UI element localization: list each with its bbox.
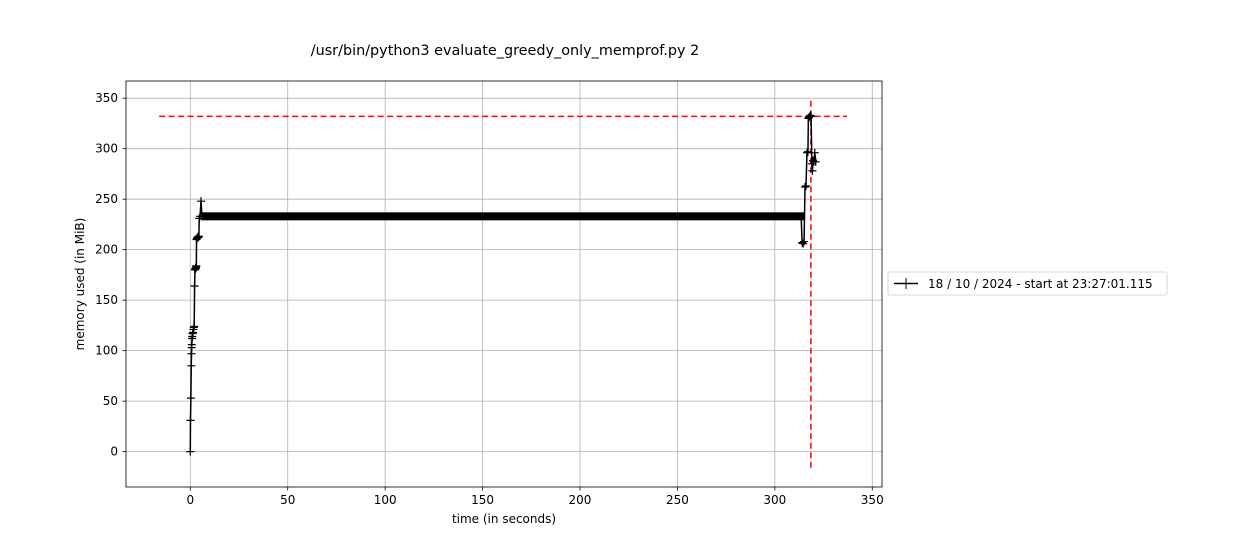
y-axis-label: memory used (in MiB): [73, 218, 87, 351]
memory-data-point: [190, 282, 199, 291]
x-tick-label: 0: [186, 493, 194, 507]
memory-data-point: [197, 197, 206, 206]
plot-frame: [125, 80, 883, 488]
memory-data-point: [800, 237, 809, 246]
memory-data-point: [186, 394, 195, 403]
chart-title: /usr/bin/python3 evaluate_greedy_only_me…: [311, 43, 700, 59]
memory-data-point: [801, 183, 810, 192]
memory-data-point: [803, 147, 812, 156]
y-tick-label: 300: [95, 142, 118, 156]
reference-lines: [159, 98, 847, 468]
x-tick-label: 150: [471, 493, 494, 507]
memory-data-point: [802, 182, 811, 191]
memory-data-point: [186, 416, 195, 425]
series-layer: [186, 111, 820, 456]
memory-data-point: [802, 148, 811, 157]
memory-data-point: [807, 112, 816, 121]
y-tick-label: 50: [103, 394, 118, 408]
memory-data-point: [797, 212, 806, 221]
x-axis-label: time (in seconds): [452, 512, 556, 526]
legend: 18 / 10 / 2024 - start at 23:27:01.115: [887, 271, 1168, 296]
y-tick-label: 0: [110, 445, 118, 459]
legend-label: 18 / 10 / 2024 - start at 23:27:01.115: [928, 277, 1153, 291]
memory-data-point: [808, 166, 817, 175]
memory-data-point: [811, 157, 820, 166]
legend-marker: [900, 278, 912, 289]
y-tick-label: 100: [95, 344, 118, 358]
x-tick-label: 50: [280, 493, 295, 507]
x-tick-label: 100: [374, 493, 397, 507]
memory-data-point: [192, 261, 201, 270]
y-tick-label: 350: [95, 91, 118, 105]
x-tick-label: 350: [861, 493, 884, 507]
memory-data-point: [798, 238, 807, 247]
grid-lines: [126, 81, 882, 487]
memory-data-point: [799, 239, 808, 248]
memory-data-point: [190, 322, 199, 331]
memory-data-point: [810, 148, 819, 157]
x-tick-label: 200: [569, 493, 592, 507]
memory-data-point: [187, 361, 196, 370]
y-tick-label: 150: [95, 293, 118, 307]
memory-plateau-markers: [201, 212, 805, 221]
y-tick-label: 250: [95, 192, 118, 206]
x-tick-label: 300: [763, 493, 786, 507]
x-tick-label: 250: [666, 493, 689, 507]
y-tick-label: 200: [95, 243, 118, 257]
legend-box: [887, 271, 1168, 296]
axis-ticks: 0 50 100 150 200 250 300 350 0 50 100 150 200 250 300 3…: [95, 91, 884, 507]
memory-data-point: [194, 232, 203, 241]
memory-data-point: [186, 447, 195, 456]
